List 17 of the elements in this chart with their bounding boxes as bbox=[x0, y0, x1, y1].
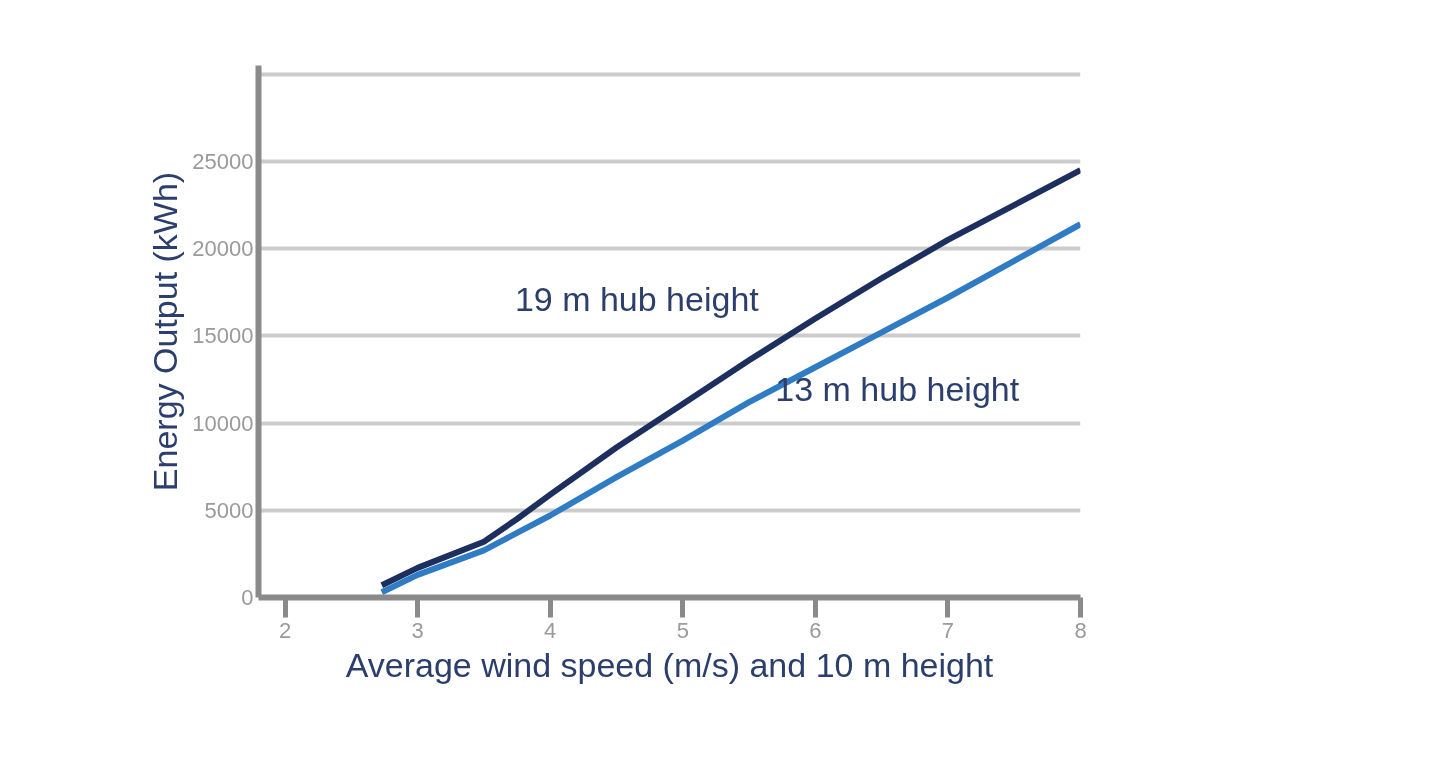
y-tick-label: 5000 bbox=[204, 497, 254, 523]
x-tick-label: 4 bbox=[544, 617, 557, 643]
y-tick-label: 0 bbox=[241, 585, 254, 610]
x-axis-title: Average wind speed (m/s) and 10 m height bbox=[345, 645, 994, 684]
x-tick-label: 5 bbox=[676, 617, 689, 643]
y-tick-label: 25000 bbox=[192, 148, 254, 174]
series-label: 13 m hub height bbox=[775, 370, 1020, 409]
x-tick-label: 8 bbox=[1074, 617, 1087, 643]
series-label: 19 m hub height bbox=[514, 279, 760, 318]
x-tick-label: 7 bbox=[941, 617, 955, 643]
x-tick-label: 2 bbox=[278, 617, 292, 643]
x-tick-label: 3 bbox=[411, 617, 424, 643]
y-tick-label: 20000 bbox=[192, 236, 254, 262]
y-tick-label: 15000 bbox=[192, 323, 254, 349]
y-tick-label: 10000 bbox=[192, 410, 254, 436]
x-tick-label: 6 bbox=[809, 617, 822, 643]
y-axis-title: Energy Output (kWh) bbox=[146, 171, 185, 492]
